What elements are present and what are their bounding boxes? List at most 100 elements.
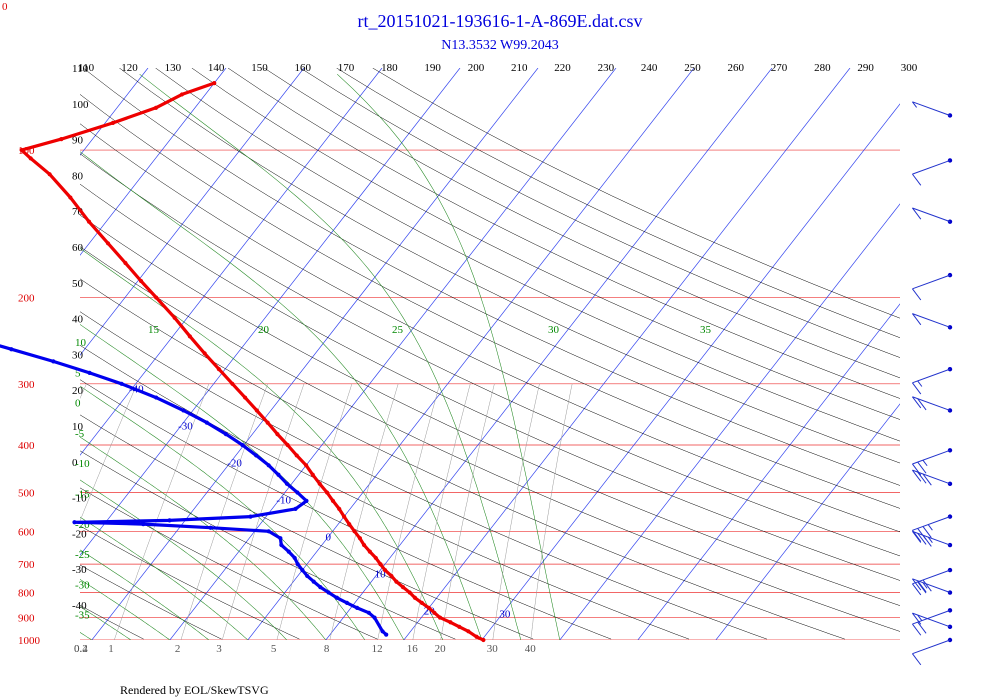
isotherm-label: 20 xyxy=(424,606,436,618)
top-axis-label: 160 xyxy=(295,62,312,74)
isotherm-label: 0 xyxy=(325,531,331,543)
wind-barb-flag xyxy=(912,578,922,591)
wind-barb-flag xyxy=(927,524,933,531)
temperature-point xyxy=(110,120,116,125)
dewpoint-point xyxy=(266,529,271,534)
wind-barb-flag xyxy=(917,380,923,387)
temperature-point xyxy=(317,481,322,486)
temperature-point xyxy=(324,490,330,495)
mixing-ratio-line xyxy=(440,383,495,640)
mixing-ratio-line xyxy=(329,383,399,640)
footer-credit: Rendered by EOL/SkewTSVG xyxy=(120,683,269,697)
moist-adiabat xyxy=(80,247,444,640)
pressure-label: 800 xyxy=(18,588,35,600)
isotherm-line xyxy=(403,68,851,640)
moist-adiabat xyxy=(80,579,170,640)
pressure-label: 900 xyxy=(18,613,35,625)
temperature-point xyxy=(172,315,177,320)
dry-adiabat xyxy=(80,123,900,533)
dry-adiabat xyxy=(191,68,900,420)
dry-adiabat-label: 20 xyxy=(72,385,84,397)
top-axis-label: 150 xyxy=(251,62,268,74)
wind-barb-flag xyxy=(917,532,927,545)
wind-barb-staff xyxy=(912,368,951,384)
dewpoint-point xyxy=(295,562,300,567)
top-axis-label: 300 xyxy=(901,62,918,74)
temperature-point xyxy=(294,453,299,458)
dewpoint-point xyxy=(278,536,283,541)
wind-barb-flag xyxy=(917,461,927,474)
dry-adiabat xyxy=(372,68,900,319)
dewpoint-point xyxy=(284,481,290,486)
top-axis-label: 210 xyxy=(511,62,528,74)
temperature-point xyxy=(412,595,418,600)
dewpoint-point xyxy=(154,395,159,400)
wind-barb-flag xyxy=(922,579,932,592)
wind-barb-flag xyxy=(912,313,922,326)
mixing-ratio-line xyxy=(492,383,540,640)
temperature-point xyxy=(432,610,437,615)
wind-barb-flag xyxy=(912,530,922,542)
temperature-point xyxy=(337,506,342,511)
grid-labels: 1002003004005006007008009001000-40-30-20… xyxy=(18,62,918,655)
top-axis-label: 260 xyxy=(728,62,745,74)
wind-barb-staff xyxy=(912,569,951,585)
wind-barb-flag xyxy=(922,459,928,467)
wind-barb-staff xyxy=(912,530,951,546)
wind-barb xyxy=(912,637,953,666)
wind-barb-flag xyxy=(912,382,922,395)
temperature-point xyxy=(382,568,388,573)
dewpoint-point xyxy=(304,498,309,503)
pressure-label: 500 xyxy=(18,488,35,500)
mixing-ratio-line xyxy=(377,383,441,640)
temperature-point xyxy=(310,472,315,477)
wind-barb-flag xyxy=(917,580,927,593)
wind-barb-staff xyxy=(912,516,951,531)
wind-barb-staff xyxy=(912,639,951,655)
dry-adiabat xyxy=(336,68,900,339)
dry-adiabat xyxy=(80,450,456,640)
temperature-point xyxy=(481,637,486,643)
moist-adiabat xyxy=(337,73,561,640)
wind-barb-staff xyxy=(912,159,951,175)
top-axis-label: 190 xyxy=(424,62,441,74)
dewpoint-point xyxy=(279,542,284,548)
moist-adiabat-label: 15 xyxy=(148,324,160,336)
dewpoint-point xyxy=(326,590,331,595)
dewpoint-point xyxy=(311,579,316,584)
mixing-ratio-line xyxy=(0,384,39,640)
mixing-ratio-label: 1 xyxy=(108,643,114,655)
moist-adiabat-label: 10 xyxy=(75,337,87,349)
dry-adiabat xyxy=(80,311,767,640)
top-axis-label: 250 xyxy=(684,62,701,74)
isotherm-label: -20 xyxy=(227,457,242,469)
temperature-point xyxy=(457,624,462,629)
mixing-ratio-label: 0.4 xyxy=(74,643,88,655)
temperature-point xyxy=(202,351,207,356)
temperature-point xyxy=(394,579,399,584)
dry-adiabat xyxy=(83,68,900,486)
wind-barb-flag xyxy=(917,528,927,540)
isotherm-label: -10 xyxy=(276,494,291,506)
moist-adiabat-label: 20 xyxy=(258,324,270,336)
dry-adiabat xyxy=(80,344,690,640)
mixing-ratio-line xyxy=(80,383,138,522)
top-axis-label: 130 xyxy=(165,62,182,74)
dewpoint-point xyxy=(366,610,371,615)
dry-adiabat xyxy=(80,487,378,640)
top-axis-label: 120 xyxy=(121,62,138,74)
moist-adiabat xyxy=(0,74,14,640)
dewpoint-point xyxy=(384,632,389,637)
dewpoint-point xyxy=(334,595,340,600)
dry-adiabat xyxy=(300,68,900,358)
dewpoint-point xyxy=(141,521,146,527)
wind-barb xyxy=(912,514,953,542)
dewpoint-point xyxy=(372,615,377,620)
mixing-ratio-label: 16 xyxy=(407,643,419,655)
dewpoint-point xyxy=(276,472,281,477)
temperature-point xyxy=(341,514,347,519)
temperature-point xyxy=(303,463,309,468)
mixing-ratio-label: 3 xyxy=(216,643,222,655)
wind-barb-flag xyxy=(912,612,922,625)
pressure-label: 600 xyxy=(18,526,35,538)
